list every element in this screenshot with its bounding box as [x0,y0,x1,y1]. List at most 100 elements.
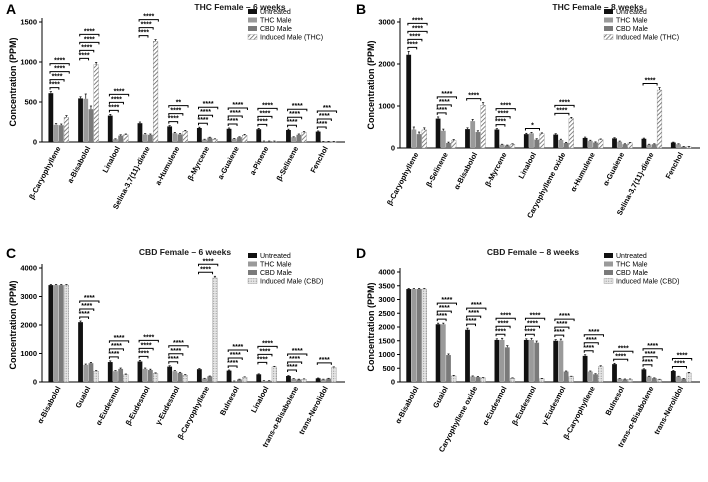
bar-cbd-male-9 [681,146,687,148]
bracket-line [642,83,658,86]
bar-untreated-0 [406,54,412,149]
bar-induced-male-thc--1 [93,64,99,143]
legend-swatch [604,26,613,31]
y-tick-label: 4000 [20,264,37,273]
significance-stars: **** [84,36,95,43]
y-tick-label: 1500 [378,336,395,345]
bar-thc-male-5 [202,378,207,382]
significance-bracket: ************ [108,335,130,359]
significance-stars: **** [259,348,270,355]
bracket-line [227,357,243,361]
x-tick-label: β-Caryophyllene [385,151,421,207]
bracket-line [495,317,516,321]
significance-stars: **** [471,302,482,309]
significance-stars: **** [200,266,211,273]
significance-stars: **** [588,329,599,336]
bar-induced-male-cbd--3 [152,373,159,383]
bracket-line [495,108,516,111]
significance-stars: **** [227,360,238,367]
bracket-line [138,355,149,359]
legend-label: CBD Male [616,26,648,33]
bracket-line [554,112,570,116]
bar-induced-male-thc--2 [480,105,486,149]
significance-stars: **** [168,356,179,363]
bracket-line [642,348,663,351]
bracket-line [257,361,268,365]
bracket-line [198,271,214,275]
bar-thc-male-8 [646,376,652,382]
panel-title: CBD Female – 8 weeks [487,247,579,257]
significance-stars: **** [289,356,300,363]
significance-stars: **** [232,344,243,351]
significance-stars: **** [645,78,656,85]
panel-label: C [6,245,16,261]
significance-stars: **** [439,305,450,312]
legend-swatch [603,34,614,40]
y-tick-label: 1000 [20,58,37,67]
bracket-line [583,334,604,337]
bracket-line [257,115,273,119]
bar-induced-male-cbd--1 [451,375,457,383]
legend-label: THC Male [616,18,648,25]
significance-stars: **** [556,107,567,114]
bar-induced-male-cbd--9 [686,372,692,383]
significance-stars: **** [439,99,450,106]
x-tick-label: β-Eudesmol [124,385,152,427]
significance-stars: **** [530,312,541,319]
bar-thc-male-0 [411,289,417,382]
bar-induced-male-cbd--8 [301,378,307,383]
bracket-line [554,334,565,338]
bracket-line [227,365,238,369]
significance-stars: **** [79,311,90,318]
bracket-line [316,110,338,113]
bracket-line [671,365,687,369]
bar-thc-male-3 [499,144,505,148]
significance-bracket: ************ [138,14,159,38]
significance-stars: **** [168,116,179,123]
bracket-line [613,358,629,362]
bracket-line [671,357,693,361]
bar-cbd-male-6 [593,374,598,382]
legend-label: Untreated [260,253,291,260]
bracket-line [524,127,540,131]
legend-label: THC Male [260,262,292,269]
bracket-line [642,364,653,367]
y-axis-label: Concentration (PPM) [366,40,376,129]
significance-bracket: **************** [407,17,428,50]
bar-induced-male-thc--7 [627,142,633,149]
bracket-line [49,63,70,66]
bar-thc-male-9 [676,376,681,382]
y-tick-label: 3500 [378,281,395,290]
bar-induced-male-cbd--0 [63,284,70,383]
bar-cbd-male-3 [504,145,510,148]
bar-untreated-7 [612,364,617,383]
significance-bracket: ******** [554,99,575,116]
significance-stars: **** [645,351,656,358]
bar-thc-male-4 [529,133,534,148]
bar-cbd-male-8 [651,144,657,148]
bracket-line [49,87,60,90]
bar-thc-male-3 [499,339,505,382]
bar-induced-male-thc--4 [182,131,188,143]
significance-stars: **** [262,340,273,347]
significance-stars: **** [81,44,92,51]
bracket-line [436,302,457,306]
significance-bracket: **************** [79,28,100,61]
legend-swatch [248,261,257,267]
bar-untreated-5 [553,134,559,148]
bar-thc-male-8 [291,137,297,142]
significance-stars: **** [554,329,565,336]
significance-stars: **** [259,110,270,117]
x-tick-label: γ-Eudesmol [540,385,568,427]
bar-thc-male-4 [172,371,178,382]
bar-untreated-8 [286,130,291,142]
bracket-line [436,96,457,99]
bar-cbd-male-0 [416,289,422,382]
bracket-line [79,49,95,53]
bar-induced-male-thc--9 [686,146,692,149]
significance-stars: **** [441,91,452,98]
bar-thc-male-0 [411,129,417,148]
y-tick-label: 1000 [378,350,395,359]
